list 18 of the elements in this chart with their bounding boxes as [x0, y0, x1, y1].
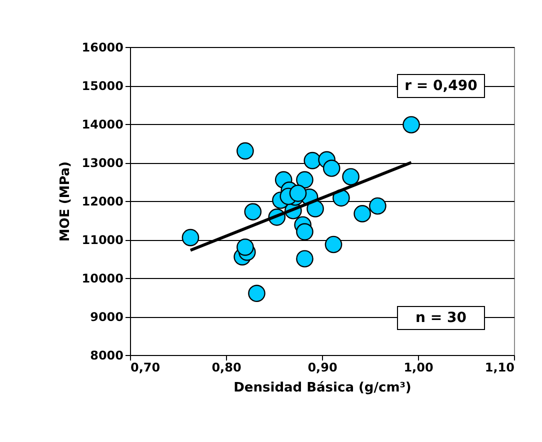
- y-tick-label: 15000: [82, 79, 124, 93]
- y-tick-label: 16000: [82, 40, 124, 54]
- y-tick-label: 8000: [90, 348, 124, 362]
- x-tick-label: 1,00: [404, 360, 434, 374]
- annotation: r = 0,490: [404, 78, 478, 94]
- annotation: n = 30: [416, 310, 466, 326]
- y-tick-label: 13000: [82, 156, 124, 170]
- y-tick-label: 14000: [82, 118, 124, 132]
- y-tick-label: 9000: [90, 310, 124, 324]
- y-tick-label: 11000: [82, 233, 124, 247]
- x-tick-label: 1,10: [484, 360, 514, 374]
- y-axis-title: MOE (MPa): [58, 161, 73, 242]
- y-tick-label: 12000: [82, 194, 124, 208]
- x-tick-label: 0,90: [308, 360, 338, 374]
- x-tick-label: 0,80: [212, 360, 242, 374]
- x-tick-label: 0,70: [130, 360, 160, 374]
- y-tick-label: 10000: [82, 272, 124, 286]
- x-axis-title: Densidad Básica (g/cm³): [234, 380, 412, 396]
